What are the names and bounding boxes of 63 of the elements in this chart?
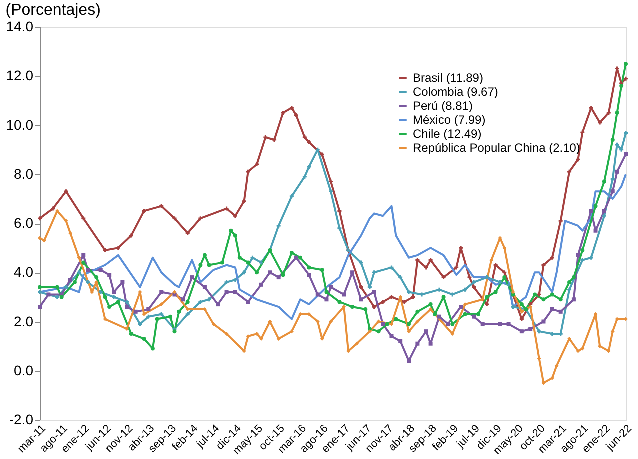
point [624, 131, 628, 136]
y-tick-label: 6.0 [14, 215, 34, 231]
y-tick-label: -2.0 [9, 412, 34, 428]
point [420, 292, 424, 297]
point [506, 282, 511, 287]
y-tick-label: 8.0 [14, 166, 34, 182]
point [568, 288, 572, 292]
y-tick-label: 4.0 [14, 264, 34, 280]
point [224, 280, 229, 284]
legend-label: Chile (12.49) [413, 127, 482, 141]
y-tick-label: 14.0 [6, 18, 34, 34]
point [186, 312, 190, 316]
point [86, 280, 90, 284]
line-series [38, 131, 628, 336]
point [472, 280, 476, 284]
point [138, 322, 142, 326]
point [390, 266, 394, 270]
point [38, 290, 42, 294]
point [511, 305, 516, 310]
y-tick-label: 2.0 [14, 313, 34, 330]
point [450, 292, 455, 297]
point [589, 256, 594, 260]
y-tick-label: 12.0 [6, 68, 34, 84]
point [146, 314, 151, 319]
point [485, 276, 490, 280]
point [259, 260, 264, 265]
point [112, 295, 116, 300]
point [250, 256, 255, 260]
point [64, 285, 68, 290]
point [610, 177, 615, 182]
point [233, 278, 238, 282]
point [329, 190, 334, 194]
y-tick-label: 10.0 [6, 116, 34, 133]
point [207, 298, 212, 302]
point [580, 258, 585, 262]
point [438, 288, 442, 292]
point [398, 276, 403, 280]
legend-label: México (7.99) [413, 113, 486, 127]
legend-label: Colombia (9.67) [413, 85, 498, 99]
point [302, 174, 307, 179]
point [359, 260, 364, 265]
point [125, 300, 130, 304]
point [602, 214, 606, 218]
point [290, 194, 294, 198]
y-tick-label: 0.0 [14, 362, 34, 378]
point [242, 270, 246, 275]
line-series [39, 174, 627, 320]
point [276, 224, 281, 228]
point [338, 226, 342, 230]
point [406, 290, 411, 294]
legend-label: Perú (8.81) [413, 99, 474, 113]
point [55, 295, 60, 300]
point [98, 290, 103, 294]
point [463, 288, 468, 292]
point [198, 300, 203, 304]
point [372, 270, 376, 275]
chart-title: (Porcentajes) [6, 2, 101, 19]
point [77, 270, 82, 275]
point [537, 330, 542, 334]
point [160, 312, 164, 316]
point [498, 280, 502, 284]
point [307, 165, 312, 170]
legend-label: Brasil (11.89) [413, 71, 484, 85]
